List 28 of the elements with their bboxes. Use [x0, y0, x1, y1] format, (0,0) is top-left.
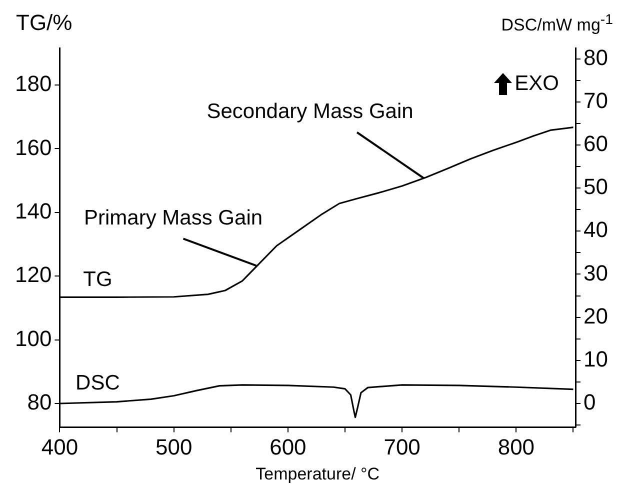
- y2-tick-label: 30: [584, 260, 608, 286]
- y2-axis-title: DSC/mW mg$^{-1}$: [501, 12, 613, 36]
- y2-tick-label: 80: [584, 44, 608, 70]
- y-axis-title: TG/%: [16, 10, 72, 36]
- x-tick-label: 600: [270, 434, 306, 460]
- x-tick-label: 800: [498, 434, 535, 460]
- y-tick-label: 140: [14, 198, 52, 224]
- y2-tick-label: 70: [584, 88, 608, 113]
- y-tick-label: 80: [27, 390, 52, 415]
- x-tick-label: 700: [384, 434, 420, 460]
- y2-tick-label: 60: [584, 131, 608, 156]
- y2-tick-label: 20: [584, 303, 608, 328]
- annotation: Primary Mass Gain: [84, 206, 263, 230]
- annotation: EXO: [514, 72, 559, 96]
- y-tick-label: 160: [14, 134, 52, 160]
- y2-tick-label: 40: [584, 217, 608, 242]
- x-tick-label: 500: [155, 434, 192, 460]
- y2-tick-label: 50: [584, 174, 608, 200]
- x-axis-title: Temperature/ °C: [256, 464, 380, 484]
- series-label: TG: [83, 268, 112, 291]
- y2-tick-label: 10: [584, 346, 608, 372]
- y2-tick-label: 0: [584, 390, 596, 415]
- y-tick-label: 120: [14, 262, 52, 288]
- y-tick-label: 180: [14, 71, 52, 96]
- annotation: Secondary Mass Gain: [206, 100, 414, 124]
- y-tick-label: 100: [14, 326, 52, 351]
- x-tick-label: 400: [41, 434, 78, 460]
- series-label: DSC: [76, 371, 120, 394]
